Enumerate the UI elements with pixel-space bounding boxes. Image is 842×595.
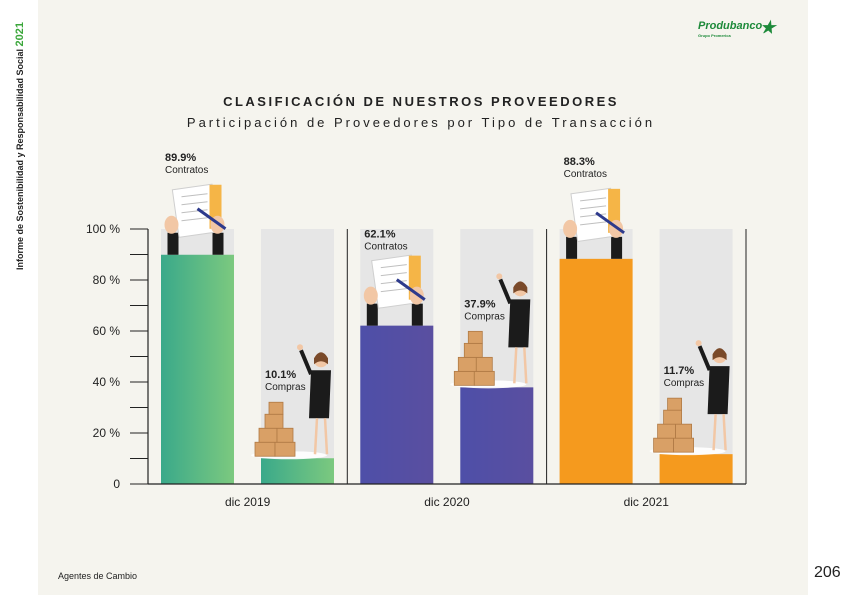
data-label-contratos: 62.1%: [364, 229, 395, 241]
y-tick-label: 60 %: [93, 324, 121, 338]
box-icon: [453, 370, 475, 386]
data-label-contratos: 88.3%: [564, 156, 595, 168]
contract-text-line: [380, 288, 407, 293]
box-icon: [276, 427, 294, 443]
contract-text-line: [181, 217, 208, 222]
box-icon: [663, 409, 682, 425]
woman-leg-icon: [712, 414, 717, 451]
woman-arm-icon: [299, 349, 313, 376]
woman-leg-icon: [523, 347, 528, 384]
ok-hand-icon: [695, 340, 702, 347]
data-label-compras: 37.9%: [464, 298, 495, 310]
box-icon: [457, 356, 477, 372]
bar-contratos: [559, 258, 633, 484]
contract-text-line: [181, 209, 208, 214]
footer-section: Agentes de Cambio: [58, 571, 138, 581]
y-tick-label: 20 %: [93, 426, 121, 440]
chart-subtitle: Participación de Proveedores por Tipo de…: [186, 115, 656, 130]
box-icon: [463, 342, 483, 358]
logo-subtitle: Grupo Promerica: [698, 33, 731, 38]
page-number: 206: [814, 564, 841, 581]
star-icon: ★: [760, 18, 776, 37]
series-label-contratos: Contratos: [165, 165, 208, 176]
produbanco-logo: Produbanco ★ Grupo Promerica: [698, 18, 775, 38]
contract-text-line: [580, 221, 607, 226]
ok-hand-icon: [496, 273, 503, 280]
contract-sleeve: [167, 232, 179, 255]
box-icon: [667, 397, 682, 411]
bar-compras: [460, 387, 534, 484]
contract-text-line: [580, 205, 607, 210]
woman-suit-icon: [508, 299, 531, 348]
bar-contratos: [360, 325, 434, 484]
woman-leg-icon: [513, 347, 518, 384]
woman-hair-icon: [314, 352, 328, 365]
y-tick-label: 0: [113, 477, 120, 491]
box-icon: [653, 437, 674, 453]
woman-leg-icon: [313, 418, 319, 455]
woman-leg-icon: [722, 414, 727, 451]
y-tick-label: 80 %: [93, 273, 121, 287]
hand-icon: [363, 286, 378, 305]
contract-text-line: [380, 264, 407, 269]
contract-sleeve: [411, 303, 423, 326]
pen-icon: [395, 278, 426, 301]
box-icon: [473, 370, 495, 386]
data-label-compras: 10.1%: [265, 369, 296, 381]
box-icon: [467, 330, 483, 344]
box-icon: [264, 413, 284, 429]
pen-icon: [595, 211, 625, 235]
data-label-contratos: 89.9%: [165, 152, 196, 164]
box-icon: [657, 423, 676, 439]
box-icon: [268, 401, 284, 415]
series-label-compras: Compras: [265, 382, 306, 393]
woman-hair-icon: [712, 348, 727, 361]
data-label-compras: 11.7%: [664, 365, 695, 377]
contract-sleeve: [212, 232, 224, 255]
woman-arm-icon: [697, 345, 712, 371]
contract-text-line: [380, 280, 407, 285]
box-icon: [675, 423, 692, 439]
hand-icon: [164, 215, 179, 234]
series-label-compras: Compras: [464, 311, 505, 322]
contract-text-line: [181, 201, 208, 206]
contract-sleeve: [566, 236, 578, 259]
category-label: dic 2021: [624, 495, 670, 509]
woman-leg-icon: [323, 418, 329, 455]
pen-icon: [196, 207, 227, 230]
ok-hand-icon: [297, 344, 303, 351]
woman-hair-icon: [513, 281, 528, 294]
bar-compras: [261, 458, 334, 484]
logo-name: Produbanco: [698, 20, 763, 32]
series-label-contratos: Contratos: [364, 242, 407, 253]
box-icon: [673, 437, 694, 453]
bar-compras: [659, 454, 733, 484]
contract-text-line: [580, 213, 607, 218]
woman-suit-icon: [309, 370, 331, 419]
contract-sleeve: [366, 303, 378, 326]
series-label-compras: Compras: [664, 378, 705, 389]
contract-sleeve: [611, 236, 623, 259]
series-label-contratos: Contratos: [564, 169, 607, 180]
contract-text-line: [181, 193, 208, 198]
category-label: dic 2020: [424, 495, 470, 509]
contract-text-line: [580, 197, 607, 202]
box-icon: [475, 356, 493, 372]
woman-arm-icon: [498, 278, 513, 305]
y-tick-label: 100 %: [86, 222, 120, 236]
box-icon: [274, 441, 296, 457]
hand-icon: [563, 219, 578, 238]
woman-suit-icon: [707, 366, 730, 415]
y-tick-label: 40 %: [93, 375, 121, 389]
chart-title: CLASIFICACIÓN DE NUESTROS PROVEEDORES: [223, 94, 619, 109]
box-icon: [258, 427, 278, 443]
contract-text-line: [380, 272, 407, 277]
box-icon: [254, 441, 276, 457]
category-label: dic 2019: [225, 495, 271, 509]
bar-contratos: [161, 254, 234, 484]
